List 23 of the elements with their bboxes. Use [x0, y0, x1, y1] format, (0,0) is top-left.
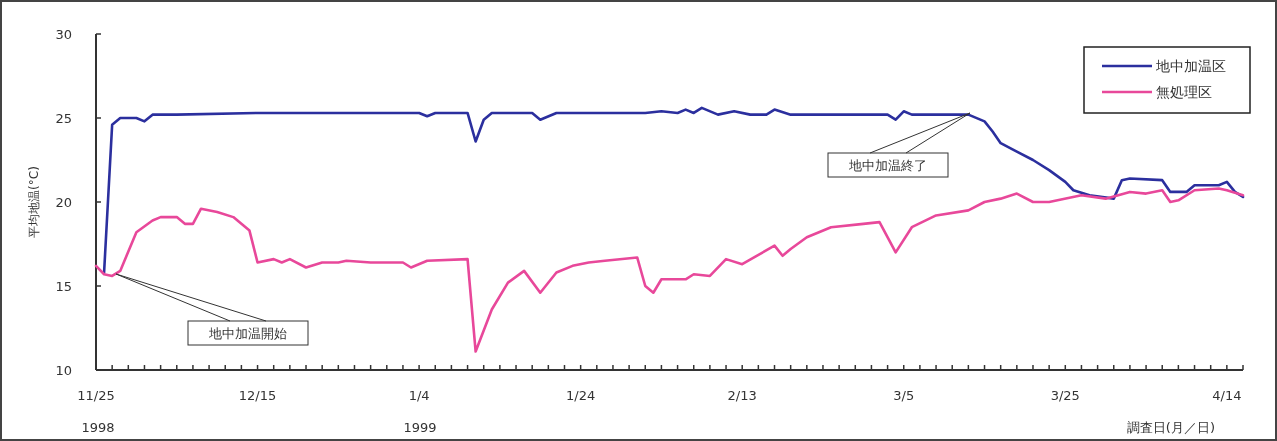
- x-tick-label: 3/25: [1050, 388, 1080, 403]
- y-tick-label: 25: [55, 111, 72, 126]
- annotation: 地中加温開始: [208, 326, 287, 341]
- y-tick-label: 15: [55, 279, 72, 294]
- line-series: [102, 106, 1245, 274]
- x-tick-label: 11/25: [77, 388, 115, 403]
- x-tick-label: 2/13: [727, 388, 757, 403]
- x-tick-label: 1/24: [566, 388, 596, 403]
- text: 1998: [81, 420, 115, 435]
- y-tick-label: 30: [55, 27, 72, 42]
- line-series: [94, 187, 1245, 353]
- x-axis-title: 調査日(月／日): [1126, 420, 1215, 435]
- y-tick-label: 20: [55, 195, 72, 210]
- legend-label: 地中加温区: [1155, 58, 1226, 74]
- x-tick-label: 3/5: [893, 388, 915, 403]
- x-tick-label: 12/15: [238, 388, 277, 403]
- x-tick-label: 4/14: [1212, 388, 1242, 403]
- annotation: 地中加温終了: [848, 158, 927, 173]
- x-tick-label: 1/4: [408, 388, 430, 403]
- legend-label: 無処理区: [1156, 84, 1212, 100]
- text: 1999: [403, 420, 437, 435]
- y-axis-title: 平均地温(°C): [27, 166, 41, 238]
- y-tick-label: 10: [55, 363, 72, 378]
